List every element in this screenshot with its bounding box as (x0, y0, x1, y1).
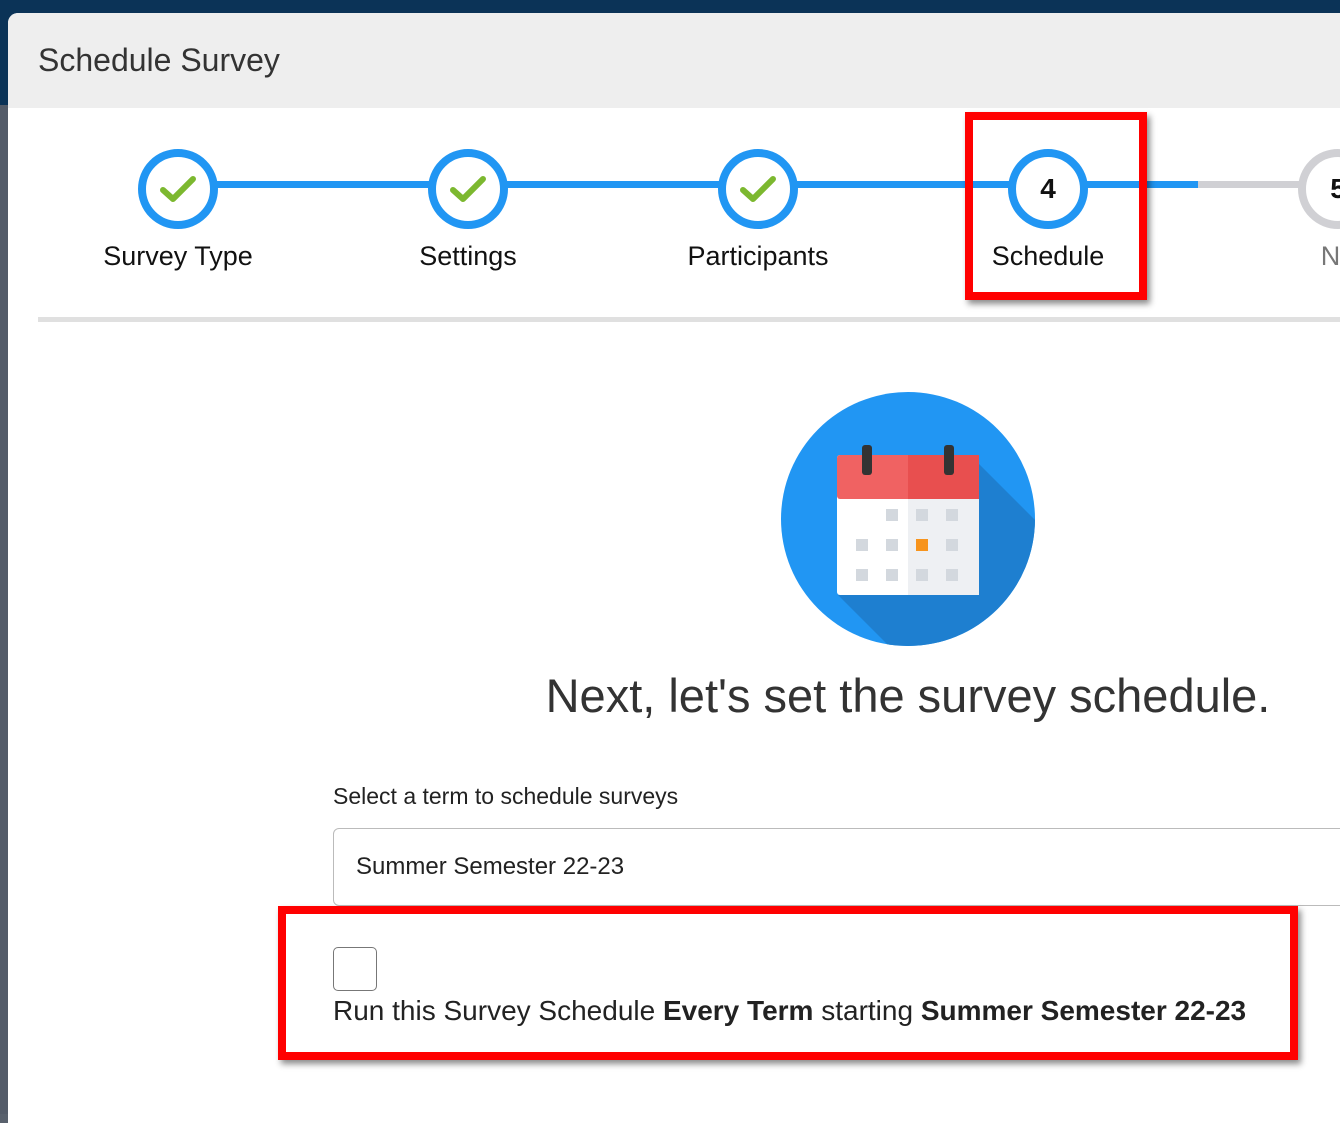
modal-title: Schedule Survey (38, 42, 280, 78)
step-label: No (1320, 241, 1340, 271)
label-text: starting (813, 995, 921, 1026)
repeat-every-term-checkbox[interactable] (333, 947, 377, 991)
step-participants[interactable]: Participants (658, 149, 858, 272)
divider (38, 317, 1340, 322)
step-settings[interactable]: Settings (368, 149, 568, 272)
page-heading: Next, let's set the survey schedule. (545, 669, 1271, 722)
progress-line-remaining (1198, 181, 1340, 188)
highlight-box-schedule-step (965, 112, 1147, 300)
step-number: 4 (1008, 149, 1088, 229)
highlight-box-repeat-option (278, 906, 1298, 1060)
step-number: 5 (1298, 149, 1340, 229)
step-circle (428, 149, 508, 229)
step-label: Survey Type (103, 241, 253, 271)
step-survey-type[interactable]: Survey Type (78, 149, 278, 272)
term-select[interactable]: Summer Semester 22-23 (333, 828, 1340, 906)
progress-line-complete (178, 181, 1198, 188)
step-label: Participants (687, 241, 829, 271)
label-text: Run this Survey Schedule (333, 995, 663, 1026)
repeat-every-term-label[interactable]: Run this Survey Schedule Every Term star… (333, 995, 1246, 1027)
term-select-label: Select a term to schedule surveys (333, 783, 679, 809)
check-icon (740, 176, 776, 202)
term-select-value: Summer Semester 22-23 (356, 853, 625, 880)
stepper: Survey Type Settings Participants 4 Sche… (8, 13, 1340, 313)
check-icon (450, 176, 486, 202)
label-bold-frequency: Every Term (662, 995, 814, 1026)
step-circle (138, 149, 218, 229)
step-schedule[interactable]: 4 Schedule (948, 149, 1148, 272)
modal-header: Schedule Survey (8, 13, 1340, 108)
calendar-icon (781, 392, 1035, 646)
step-circle (718, 149, 798, 229)
check-icon (160, 176, 196, 202)
label-bold-term: Summer Semester 22-23 (920, 995, 1247, 1026)
step-label: Settings (419, 241, 517, 271)
step-label: Schedule (991, 241, 1105, 271)
background-page (0, 105, 10, 1114)
schedule-survey-modal: Schedule Survey Survey Type Settings Par… (8, 13, 1340, 1123)
step-notifications[interactable]: 5 No (1238, 149, 1340, 272)
